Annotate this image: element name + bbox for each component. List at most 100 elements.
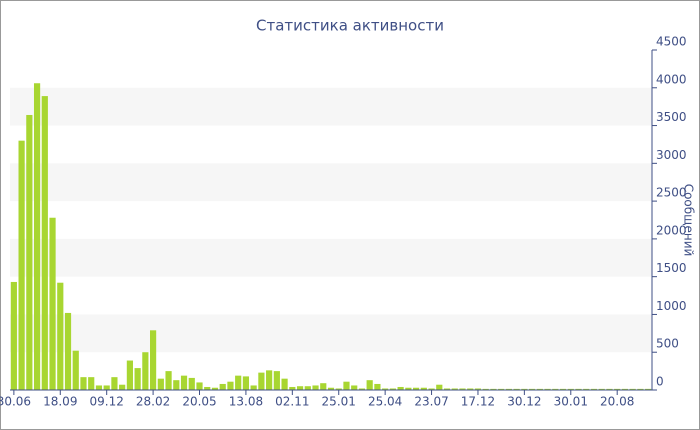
bar [389,388,396,390]
bar [374,383,381,390]
bar [358,388,366,390]
bar [157,378,164,390]
x-tick-label: 30.01 [554,395,588,409]
bar [420,387,427,390]
bar [64,312,72,390]
bar [18,140,25,390]
bar [289,386,296,390]
bar [575,388,582,390]
x-tick-label: 30.06 [0,395,31,409]
x-tick-label: 20.08 [600,395,634,409]
bar [529,388,536,390]
bar [103,385,110,390]
x-tick-label: 30.12 [507,395,541,409]
bar [544,388,551,390]
bar [474,388,482,390]
bar [606,388,613,390]
bar [10,281,17,390]
bar [536,388,543,390]
bar [266,370,273,390]
bar [320,383,327,390]
bar [498,388,505,390]
bar [180,375,188,390]
bar [142,352,149,390]
y-axis-label: Сообщений [682,184,696,257]
bar [188,377,195,390]
bar [242,376,250,390]
bar [80,377,87,390]
x-tick-label: 25.01 [322,395,356,409]
x-tick-label: 18.09 [43,395,77,409]
bar [304,386,311,390]
bar [513,388,520,390]
y-tick-label: 2000 [656,223,687,237]
bar [126,360,133,390]
bar [405,387,412,390]
bar [57,282,64,390]
bar [552,388,559,390]
x-tick-label: 17.12 [461,395,495,409]
bar [443,388,451,390]
bar [41,96,48,390]
y-tick-label: 3000 [656,148,687,162]
bar [335,388,342,390]
bar [559,388,567,390]
bar [227,381,234,390]
bar [451,388,458,390]
y-tick-label: 1500 [656,261,687,275]
x-tick-label: 20.05 [182,395,216,409]
bar [567,388,574,390]
bar [428,388,435,390]
y-tick-label: 1000 [656,299,687,313]
bar [88,377,95,390]
bar [614,388,621,390]
bar [590,388,598,390]
grid-band [10,87,652,126]
x-tick-label: 09.12 [90,395,124,409]
grid-band [10,238,652,277]
bar [296,386,304,390]
bar [598,388,605,390]
bar [26,114,33,390]
bar [281,378,288,390]
bar [382,388,389,390]
bar [273,371,280,390]
bar [645,388,652,390]
bar [467,388,474,390]
x-tick-label: 23.07 [414,395,448,409]
bar [459,388,466,390]
bar [235,375,242,390]
x-tick-label: 25.04 [368,395,402,409]
chart-title: Статистика активности [256,17,444,35]
y-tick-label: 500 [656,337,679,351]
bar [219,383,226,390]
bar [583,388,590,390]
bar [196,382,203,390]
bar [312,385,319,390]
bar [521,388,528,390]
grid-band [10,163,652,202]
y-tick-label: 4000 [656,72,687,86]
bar [33,83,41,390]
bar [366,380,373,390]
x-tick-label: 28.02 [136,395,170,409]
bar [173,380,180,390]
grid-band [10,314,652,353]
x-tick-label: 13.08 [229,395,263,409]
bar [397,386,404,390]
y-tick-label: 4500 [656,35,687,49]
bar [327,387,335,390]
bar [621,388,629,390]
bar [412,387,420,390]
bar [436,384,443,390]
bar [165,371,172,390]
bar [351,385,358,390]
bar [258,372,265,390]
bar [211,387,219,390]
y-tick-label: 3500 [656,110,687,124]
bar [111,377,118,390]
bar [250,385,257,390]
y-tick-label: 2500 [656,186,687,200]
bar [72,350,79,390]
